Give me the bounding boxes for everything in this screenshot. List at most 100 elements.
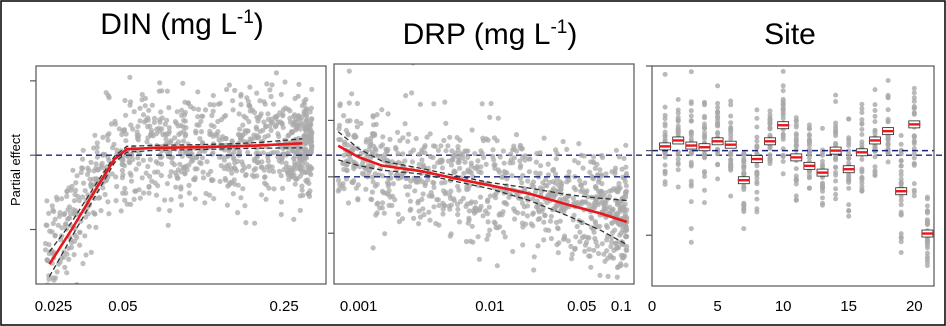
data-point	[820, 152, 825, 158]
data-point	[80, 156, 86, 162]
data-point	[575, 199, 581, 205]
data-point	[182, 118, 188, 124]
data-point	[175, 139, 182, 145]
data-point	[93, 161, 99, 167]
data-point	[305, 177, 311, 183]
data-point	[240, 122, 246, 128]
data-point	[207, 128, 213, 134]
data-point	[440, 211, 446, 217]
data-point	[702, 124, 707, 130]
data-point	[479, 101, 485, 107]
data-point	[262, 134, 268, 140]
data-point	[198, 129, 205, 135]
data-point	[454, 201, 460, 207]
data-point	[304, 117, 310, 123]
data-point	[251, 109, 258, 116]
data-point	[621, 207, 628, 213]
data-point	[806, 132, 812, 137]
data-point	[366, 169, 372, 175]
data-point	[872, 127, 878, 133]
data-point	[859, 132, 865, 137]
data-point	[380, 200, 386, 206]
data-point	[431, 101, 437, 107]
data-point	[370, 113, 376, 119]
data-point	[833, 92, 839, 98]
data-point	[158, 161, 165, 167]
data-point	[417, 101, 423, 107]
data-point	[533, 170, 539, 176]
data-point	[675, 110, 681, 116]
x-tick-label: 0.05	[108, 298, 137, 315]
data-point	[379, 142, 386, 148]
data-point	[80, 147, 86, 153]
data-point	[846, 156, 852, 161]
data-point	[833, 178, 839, 184]
data-point	[120, 161, 126, 167]
data-point	[608, 254, 614, 260]
data-point	[215, 129, 221, 135]
data-point	[741, 155, 747, 161]
data-point	[358, 120, 364, 126]
data-point	[623, 164, 629, 170]
data-point	[599, 181, 605, 187]
data-point	[793, 139, 799, 145]
data-point	[547, 218, 554, 224]
data-point	[46, 276, 52, 282]
drp-panel: DRP (mg L-1) 0.001 0.01 0.05 0.1	[328, 17, 635, 315]
data-point	[146, 190, 152, 196]
data-point	[494, 138, 500, 144]
data-point	[307, 109, 313, 115]
data-point	[577, 229, 583, 235]
data-point	[754, 143, 760, 149]
data-point	[475, 158, 481, 164]
data-point	[270, 168, 276, 175]
data-point	[538, 163, 544, 169]
data-point	[587, 253, 593, 259]
data-point	[112, 118, 118, 124]
data-point	[463, 238, 469, 245]
data-point	[675, 156, 681, 162]
data-point	[898, 163, 904, 169]
data-point	[702, 151, 707, 157]
data-point	[912, 44, 917, 49]
data-point	[408, 149, 414, 155]
data-point	[470, 239, 476, 245]
data-point	[336, 122, 343, 128]
data-point	[898, 209, 904, 215]
data-point	[305, 135, 311, 141]
data-point	[465, 220, 471, 226]
data-point	[833, 155, 839, 161]
data-point	[548, 235, 555, 242]
data-point	[780, 68, 786, 74]
data-point	[662, 104, 668, 110]
data-point	[297, 173, 303, 179]
x-tick-label: 0.025	[35, 298, 73, 315]
data-point	[544, 200, 550, 206]
drp-title-sup: -1	[550, 17, 567, 38]
data-point	[361, 171, 367, 177]
data-point	[347, 157, 354, 163]
data-point	[246, 119, 252, 125]
data-point	[675, 167, 681, 173]
x-tick-label: 15	[840, 298, 857, 315]
data-point	[118, 208, 124, 214]
data-point	[487, 193, 493, 199]
din-title-end: )	[254, 8, 264, 41]
data-point	[235, 210, 241, 216]
data-point	[846, 208, 852, 213]
data-point	[271, 186, 277, 192]
data-point	[100, 151, 106, 157]
data-point	[262, 174, 268, 180]
data-point	[368, 196, 374, 202]
data-point	[179, 107, 185, 113]
data-point	[576, 141, 582, 147]
data-point	[924, 194, 930, 200]
data-point	[688, 108, 694, 114]
data-point	[92, 132, 98, 138]
data-point	[50, 220, 56, 227]
data-point	[419, 147, 425, 153]
data-point	[345, 200, 352, 206]
data-point	[620, 174, 626, 180]
data-point	[216, 154, 222, 160]
data-point	[780, 115, 786, 121]
